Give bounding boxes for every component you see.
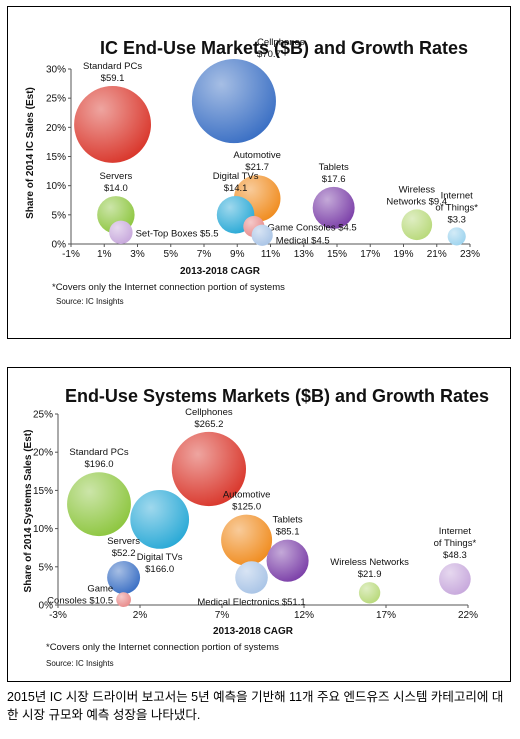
bubble-label-standard-pcs: Standard PCs $196.0 bbox=[69, 447, 128, 470]
bubble-label-servers: Servers $14.0 bbox=[100, 171, 133, 194]
x-tick-label: 23% bbox=[460, 249, 480, 260]
bubble-internet-of-things bbox=[447, 227, 466, 246]
bubble-cellphones bbox=[191, 59, 276, 144]
x-tick-label: 17% bbox=[376, 610, 396, 621]
bubble-tablets bbox=[266, 539, 309, 582]
bubble-label-wireless-networks: Wireless Networks $21.9 bbox=[330, 557, 409, 580]
chart-source: Source: IC Insights bbox=[46, 659, 114, 668]
bubble-label-wireless-networks: Wireless Networks $9.4 bbox=[386, 184, 447, 207]
y-axis-label: Share of 2014 IC Sales (Est) bbox=[25, 87, 36, 219]
bubble-cellphones bbox=[171, 431, 247, 507]
bubble-set-top-boxes bbox=[109, 220, 133, 245]
x-tick-label: 7% bbox=[215, 610, 230, 621]
chart-source: Source: IC Insights bbox=[56, 297, 124, 306]
bubble-label-internet-of-things: Internet of Things* $3.3 bbox=[435, 190, 478, 225]
bubble-label-servers: Servers $52.2 bbox=[107, 536, 140, 559]
korean-caption: 2015년 IC 시장 드라이버 보고서는 5년 예측을 기반해 11개 주요 … bbox=[7, 690, 504, 722]
bubble-label-tablets: Tablets $85.1 bbox=[273, 515, 303, 538]
bubble-label-tablets: Tablets $17.6 bbox=[319, 162, 349, 185]
bubble-label-game-consoles: Game Consoles $10.5 bbox=[47, 584, 113, 607]
y-tick-label: 15% bbox=[46, 152, 66, 163]
y-tick-label: 25% bbox=[33, 410, 53, 421]
y-tick-label: 10% bbox=[33, 524, 53, 535]
bubble-label-digital-tvs: Digital TVs $166.0 bbox=[137, 552, 183, 575]
chart-title: IC End-Use Markets ($B) and Growth Rates bbox=[100, 38, 468, 58]
y-tick-label: 20% bbox=[33, 448, 53, 459]
y-tick-label: 20% bbox=[46, 123, 66, 134]
bubble-label-digital-tvs: Digital TVs $14.1 bbox=[213, 171, 259, 194]
y-tick-label: 5% bbox=[52, 210, 67, 221]
chart-footnote: *Covers only the Internet connection por… bbox=[52, 282, 285, 293]
x-tick-label: 13% bbox=[294, 249, 314, 260]
bubble-label-game-consoles: Game Consoles $4.5 bbox=[267, 223, 356, 234]
bubble-label-set-top-boxes: Set-Top Boxes $5.5 bbox=[136, 228, 219, 239]
x-axis-label: 2013-2018 CAGR bbox=[213, 626, 294, 637]
bubble-internet-of-things bbox=[439, 563, 471, 595]
bubble-automotive bbox=[221, 514, 273, 566]
y-tick-label: 25% bbox=[46, 94, 66, 105]
bubble-standard-pcs bbox=[74, 85, 152, 163]
chart-title: End-Use Systems Markets ($B) and Growth … bbox=[65, 386, 489, 406]
bubble-tablets bbox=[312, 186, 355, 229]
bubble-label-internet-of-things: Internet of Things* $48.3 bbox=[434, 526, 477, 561]
x-axis-label: 2013-2018 CAGR bbox=[180, 266, 261, 277]
ic-bubble-chart: IC End-Use Markets ($B) and Growth Rates… bbox=[25, 37, 480, 306]
bubble-label-medical-electronics: Medical Electronics $51.1 bbox=[197, 597, 305, 608]
chart-footnote: *Covers only the Internet connection por… bbox=[46, 642, 279, 653]
x-tick-label: 15% bbox=[327, 249, 347, 260]
bubble-wireless-networks bbox=[401, 209, 433, 241]
bubble-medical-electronics bbox=[235, 561, 268, 594]
bubble-label-cellphones: Cellphones $70.7 bbox=[257, 37, 305, 60]
bubble-label-automotive: Automotive $125.0 bbox=[223, 490, 271, 513]
bubble-medical bbox=[251, 224, 273, 246]
bubble-label-standard-pcs: Standard PCs $59.1 bbox=[83, 61, 142, 84]
x-tick-label: 21% bbox=[427, 249, 447, 260]
chart-panel-ic: IC End-Use Markets ($B) and Growth Rates… bbox=[7, 6, 511, 339]
y-tick-label: 15% bbox=[33, 486, 53, 497]
y-tick-label: 10% bbox=[46, 181, 66, 192]
x-tick-label: 19% bbox=[393, 249, 413, 260]
chart-panel-systems: End-Use Systems Markets ($B) and Growth … bbox=[7, 367, 511, 682]
x-tick-label: 12% bbox=[294, 610, 314, 621]
y-tick-label: 0% bbox=[52, 240, 67, 251]
y-axis-label: Share of 2014 Systems Sales (Est) bbox=[23, 430, 34, 593]
y-tick-label: 5% bbox=[39, 562, 54, 573]
bubble-digital-tvs bbox=[130, 490, 190, 549]
bubble-standard-pcs bbox=[67, 472, 131, 537]
y-tick-label: 0% bbox=[39, 601, 54, 612]
x-tick-label: 2% bbox=[133, 610, 148, 621]
x-tick-label: 7% bbox=[197, 249, 212, 260]
bubble-game-consoles bbox=[116, 592, 131, 608]
systems-bubble-chart: End-Use Systems Markets ($B) and Growth … bbox=[23, 386, 489, 668]
x-tick-label: 11% bbox=[261, 249, 280, 260]
bubble-wireless-networks bbox=[358, 582, 381, 604]
bubble-servers bbox=[107, 561, 141, 594]
x-tick-label: 17% bbox=[360, 249, 380, 260]
x-tick-label: 5% bbox=[164, 249, 179, 260]
x-tick-label: 9% bbox=[230, 249, 245, 260]
x-tick-label: 1% bbox=[97, 249, 112, 260]
bubble-label-automotive: Automotive $21.7 bbox=[233, 150, 281, 173]
x-tick-label: 3% bbox=[130, 249, 145, 260]
x-tick-label: 22% bbox=[458, 610, 478, 621]
bubble-label-medical: Medical $4.5 bbox=[276, 235, 330, 246]
x-tick-label: -1% bbox=[62, 249, 80, 260]
bubble-label-cellphones: Cellphones $265.2 bbox=[185, 407, 233, 430]
x-tick-label: -3% bbox=[49, 610, 67, 621]
y-tick-label: 30% bbox=[46, 65, 66, 76]
